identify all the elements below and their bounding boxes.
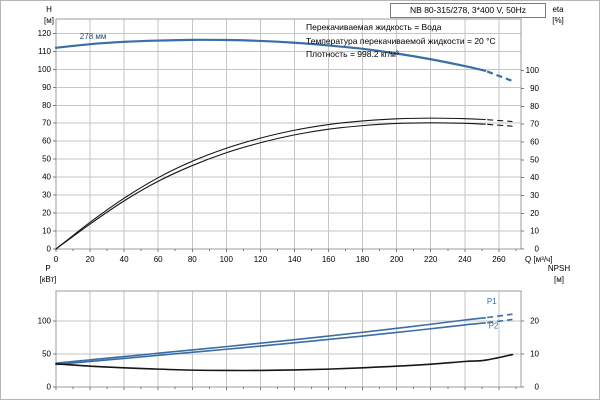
- head-axis-caption: H [м]: [37, 4, 61, 26]
- npsh-axis-name: NPSH: [547, 264, 571, 273]
- x-axis-tick-label: 160: [322, 255, 336, 264]
- curve-label: P1: [487, 297, 497, 306]
- x-axis-tick-label: 0: [54, 255, 59, 264]
- x-axis-tick-label: 100: [220, 255, 234, 264]
- right-axis-tick-label: 20: [530, 209, 539, 218]
- x-axis-tick-label: 260: [492, 255, 506, 264]
- x-axis-tick-label: 120: [254, 255, 268, 264]
- efficiency-curve-2-dashed-tail: [485, 123, 513, 127]
- x-axis-tick-label: 200: [390, 255, 404, 264]
- efficiency-curve-2: [55, 122, 486, 250]
- efficiency-axis-caption: eta [%]: [543, 4, 573, 26]
- operating-conditions: Перекачиваемая жидкость = Вода Температу…: [306, 21, 496, 62]
- power-curve-p1: [55, 317, 487, 364]
- npsh-axis-caption: NPSH [м]: [539, 263, 579, 285]
- curve-label: 278 мм: [80, 32, 107, 41]
- left-axis-tick-label: 0: [47, 245, 52, 254]
- left-axis-tick-label: 100: [38, 316, 52, 325]
- condition-liquid: Перекачиваемая жидкость = Вода: [306, 22, 442, 32]
- right-axis-tick-label: 60: [530, 138, 539, 147]
- left-axis-tick-label: 40: [42, 173, 51, 182]
- power-curve-p1-dashed-tail: [485, 313, 513, 319]
- power-axis-unit: [кВт]: [39, 275, 57, 284]
- left-axis-tick-label: 110: [38, 47, 51, 56]
- head-axis-name: H: [46, 5, 52, 14]
- left-axis-tick-label: 50: [42, 155, 51, 164]
- x-axis-tick-label: 140: [288, 255, 302, 264]
- x-axis-unit-label: Q [м³/ч]: [525, 255, 552, 264]
- left-axis-tick-label: 70: [42, 119, 51, 128]
- x-axis-tick-label: 20: [86, 255, 95, 264]
- left-axis-tick-label: 100: [38, 65, 52, 74]
- npsh-axis-unit: [м]: [554, 275, 564, 284]
- right-axis-tick-label: 40: [530, 173, 539, 182]
- left-axis-tick-label: 60: [42, 137, 51, 146]
- npsh-curve: [55, 353, 514, 372]
- pump-model-box: NB 80-315/278, 3*400 V, 50Hz: [390, 3, 546, 18]
- left-axis-tick-label: 120: [38, 29, 52, 38]
- left-axis-tick-label: 80: [42, 101, 51, 110]
- right-axis-tick-label: 50: [530, 155, 539, 164]
- head-curve-dashed-tail: [484, 69, 513, 83]
- condition-density: Плотность = 998.2 кг/м³: [306, 49, 399, 59]
- left-axis-tick-label: 30: [42, 191, 51, 200]
- plot-border: [55, 290, 522, 388]
- right-axis-tick-label: 90: [530, 84, 539, 93]
- plot-border: [55, 18, 522, 250]
- right-axis-tick-label: 30: [530, 191, 539, 200]
- right-axis-tick-label: 0: [535, 245, 540, 254]
- left-axis-tick-label: 20: [42, 209, 51, 218]
- right-axis-tick-label: 100: [526, 66, 540, 75]
- left-axis-tick-label: 50: [42, 349, 51, 358]
- power-axis-name: P: [45, 264, 51, 273]
- right-axis-tick-label: 20: [530, 316, 539, 325]
- efficiency-axis-unit: [%]: [552, 16, 564, 25]
- x-axis-tick-label: 180: [356, 255, 370, 264]
- x-axis-tick-label: 80: [188, 255, 197, 264]
- left-axis-tick-label: 10: [42, 227, 51, 236]
- x-axis-tick-label: 220: [424, 255, 438, 264]
- right-axis-tick-label: 10: [530, 227, 539, 236]
- curve-label: P2: [489, 322, 499, 331]
- efficiency-curve-1: [55, 117, 486, 250]
- x-axis-tick-label: 240: [458, 255, 472, 264]
- right-axis-tick-label: 80: [530, 102, 539, 111]
- efficiency-curve-1-dashed-tail: [485, 119, 513, 123]
- head-axis-unit: [м]: [44, 16, 54, 25]
- condition-temperature: Температура перекачиваемой жидкости = 20…: [306, 35, 496, 46]
- power-axis-caption: P [кВт]: [31, 263, 65, 285]
- power-curve-p2-dashed-tail: [485, 318, 513, 324]
- left-axis-tick-label: 90: [42, 83, 51, 92]
- x-axis-tick-label: 60: [154, 255, 163, 264]
- efficiency-axis-name: eta: [552, 5, 564, 14]
- power-curve-p2: [55, 322, 487, 366]
- head-curve: [54, 38, 487, 72]
- right-axis-tick-label: 10: [530, 349, 539, 358]
- x-axis-tick-label: 40: [120, 255, 129, 264]
- left-axis-tick-label: 0: [47, 383, 52, 392]
- right-axis-tick-label: 0: [535, 383, 540, 392]
- right-axis-tick-label: 70: [530, 120, 539, 129]
